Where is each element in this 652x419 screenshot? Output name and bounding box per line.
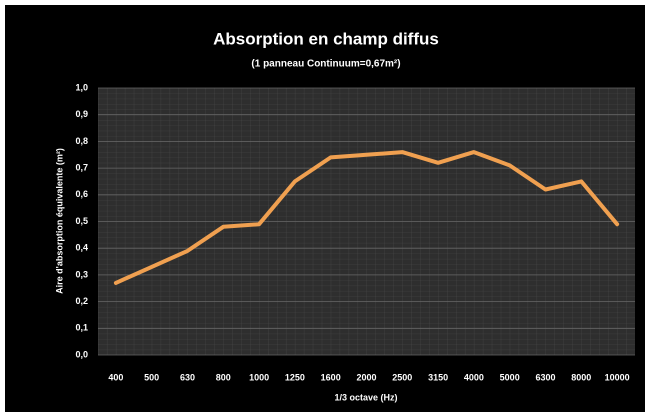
y-tick-label: 0,5 bbox=[75, 216, 88, 226]
x-tick-label: 1600 bbox=[321, 372, 341, 382]
x-tick-label: 800 bbox=[216, 372, 231, 382]
y-tick-label: 1,0 bbox=[75, 82, 88, 92]
chart-title: Absorption en champ diffus bbox=[213, 29, 439, 48]
y-tick-label: 0,6 bbox=[75, 189, 88, 199]
x-tick-label: 630 bbox=[180, 372, 195, 382]
x-tick-label: 10000 bbox=[605, 372, 630, 382]
x-tick-label: 1250 bbox=[285, 372, 305, 382]
y-tick-label: 0,7 bbox=[75, 162, 88, 172]
x-tick-label: 3150 bbox=[428, 372, 448, 382]
x-tick-label: 1000 bbox=[249, 372, 269, 382]
y-tick-label: 0,4 bbox=[75, 243, 88, 253]
y-tick-label: 0,9 bbox=[75, 109, 88, 119]
y-tick-label: 0,0 bbox=[75, 349, 88, 359]
x-tick-label: 4000 bbox=[464, 372, 484, 382]
x-tick-label: 8000 bbox=[571, 372, 591, 382]
x-tick-label: 500 bbox=[144, 372, 159, 382]
x-tick-label: 2000 bbox=[356, 372, 376, 382]
y-tick-label: 0,8 bbox=[75, 136, 88, 146]
x-tick-label: 6300 bbox=[535, 372, 555, 382]
x-tick-label: 2500 bbox=[392, 372, 412, 382]
y-tick-label: 0,1 bbox=[75, 323, 88, 333]
x-axis-label: 1/3 octave (Hz) bbox=[334, 392, 397, 402]
data-line bbox=[113, 150, 620, 285]
y-axis-label: Aire d'absorption équivalente (m²) bbox=[54, 148, 64, 294]
y-tick-label: 0,2 bbox=[75, 296, 88, 306]
chart-subtitle: (1 panneau Continuum=0,67m²) bbox=[251, 59, 400, 70]
x-tick-label: 400 bbox=[108, 372, 123, 382]
x-tick-label: 5000 bbox=[500, 372, 520, 382]
y-tick-label: 0,3 bbox=[75, 269, 88, 279]
